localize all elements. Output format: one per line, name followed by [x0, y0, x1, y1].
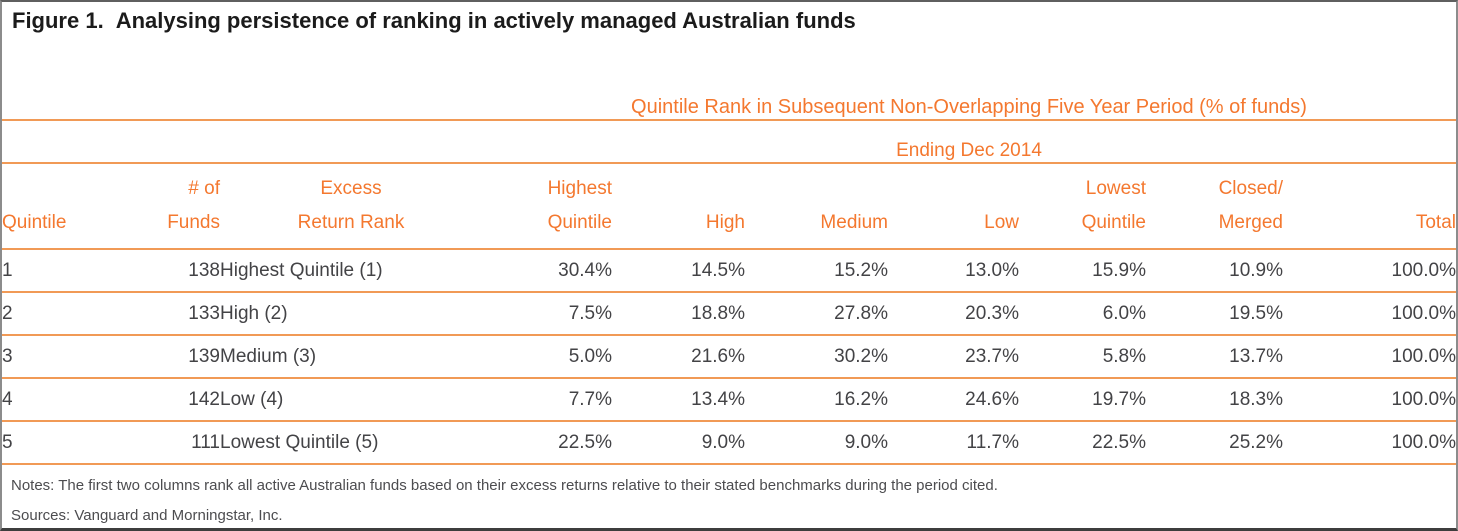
- period-header-spacer: [2, 120, 482, 164]
- pct-cell: 30.2%: [745, 335, 888, 379]
- col-header-low: Low: [888, 163, 1019, 250]
- pct-cell: 15.9%: [1019, 249, 1146, 293]
- pct-cell: 24.6%: [888, 378, 1019, 422]
- rank-cell: Low (4): [220, 378, 482, 422]
- quintile-cell: 1: [2, 249, 120, 293]
- table-row: 3 139 Medium (3) 5.0% 21.6% 30.2% 23.7% …: [2, 335, 1456, 379]
- quintile-cell: 3: [2, 335, 120, 379]
- pct-cell: 13.0%: [888, 249, 1019, 293]
- col-header-quintile: Quintile: [2, 163, 120, 250]
- table-header: Quintile Rank in Subsequent Non-Overlapp…: [2, 34, 1456, 250]
- pct-cell: 27.8%: [745, 292, 888, 336]
- col-header-high: High: [612, 163, 745, 250]
- funds-cell: 133: [120, 292, 220, 336]
- rank-cell: High (2): [220, 292, 482, 336]
- pct-cell: 5.8%: [1019, 335, 1146, 379]
- pct-cell: 100.0%: [1283, 421, 1456, 465]
- period-header-row: Ending Dec 2014: [2, 120, 1456, 164]
- col-header-funds: # of Funds: [120, 163, 220, 250]
- span-header: Quintile Rank in Subsequent Non-Overlapp…: [482, 34, 1456, 121]
- column-header-row: Quintile # of Funds Excess Return Rank H…: [2, 163, 1456, 250]
- figure-title-text: Analysing persistence of ranking in acti…: [115, 8, 856, 33]
- pct-cell: 22.5%: [1019, 421, 1146, 465]
- table-row: 5 111 Lowest Quintile (5) 22.5% 9.0% 9.0…: [2, 421, 1456, 465]
- rank-cell: Medium (3): [220, 335, 482, 379]
- funds-cell: 138: [120, 249, 220, 293]
- pct-cell: 14.5%: [612, 249, 745, 293]
- span-header-spacer: [2, 34, 482, 121]
- pct-cell: 6.0%: [1019, 292, 1146, 336]
- funds-cell: 111: [120, 421, 220, 465]
- pct-cell: 13.4%: [612, 378, 745, 422]
- notes-text: Notes: The first two columns rank all ac…: [11, 477, 998, 494]
- pct-cell: 20.3%: [888, 292, 1019, 336]
- pct-cell: 7.7%: [482, 378, 612, 422]
- table-row: 2 133 High (2) 7.5% 18.8% 27.8% 20.3% 6.…: [2, 292, 1456, 336]
- pct-cell: 19.5%: [1146, 292, 1283, 336]
- pct-cell: 22.5%: [482, 421, 612, 465]
- col-header-total: Total: [1283, 163, 1456, 250]
- funds-cell: 139: [120, 335, 220, 379]
- funds-cell: 142: [120, 378, 220, 422]
- pct-cell: 13.7%: [1146, 335, 1283, 379]
- pct-cell: 15.2%: [745, 249, 888, 293]
- pct-cell: 23.7%: [888, 335, 1019, 379]
- table-row: 1 138 Highest Quintile (1) 30.4% 14.5% 1…: [2, 249, 1456, 293]
- rank-cell: Lowest Quintile (5): [220, 421, 482, 465]
- col-header-highest-quintile: Highest Quintile: [482, 163, 612, 250]
- col-header-excess-return-rank: Excess Return Rank: [220, 163, 482, 250]
- span-header-row: Quintile Rank in Subsequent Non-Overlapp…: [2, 34, 1456, 121]
- quintile-cell: 2: [2, 292, 120, 336]
- pct-cell: 10.9%: [1146, 249, 1283, 293]
- table-row: 4 142 Low (4) 7.7% 13.4% 16.2% 24.6% 19.…: [2, 378, 1456, 422]
- pct-cell: 7.5%: [482, 292, 612, 336]
- pct-cell: 9.0%: [745, 421, 888, 465]
- col-header-medium: Medium: [745, 163, 888, 250]
- pct-cell: 9.0%: [612, 421, 745, 465]
- table-body: 1 138 Highest Quintile (1) 30.4% 14.5% 1…: [2, 249, 1456, 465]
- pct-cell: 19.7%: [1019, 378, 1146, 422]
- pct-cell: 18.3%: [1146, 378, 1283, 422]
- pct-cell: 100.0%: [1283, 292, 1456, 336]
- pct-cell: 5.0%: [482, 335, 612, 379]
- pct-cell: 100.0%: [1283, 378, 1456, 422]
- figure-title: Figure 1. Analysing persistence of rankin…: [2, 2, 1456, 34]
- pct-cell: 100.0%: [1283, 249, 1456, 293]
- col-header-closed-merged: Closed/ Merged: [1146, 163, 1283, 250]
- pct-cell: 16.2%: [745, 378, 888, 422]
- pct-cell: 21.6%: [612, 335, 745, 379]
- period-header: Ending Dec 2014: [482, 120, 1456, 164]
- pct-cell: 11.7%: [888, 421, 1019, 465]
- persistence-table: Quintile Rank in Subsequent Non-Overlapp…: [2, 34, 1456, 465]
- pct-cell: 30.4%: [482, 249, 612, 293]
- figure-label: Figure 1.: [12, 8, 104, 33]
- col-header-lowest-quintile: Lowest Quintile: [1019, 163, 1146, 250]
- quintile-cell: 4: [2, 378, 120, 422]
- pct-cell: 100.0%: [1283, 335, 1456, 379]
- rank-cell: Highest Quintile (1): [220, 249, 482, 293]
- pct-cell: 18.8%: [612, 292, 745, 336]
- pct-cell: 25.2%: [1146, 421, 1283, 465]
- quintile-cell: 5: [2, 421, 120, 465]
- sources-text: Sources: Vanguard and Morningstar, Inc.: [11, 507, 283, 524]
